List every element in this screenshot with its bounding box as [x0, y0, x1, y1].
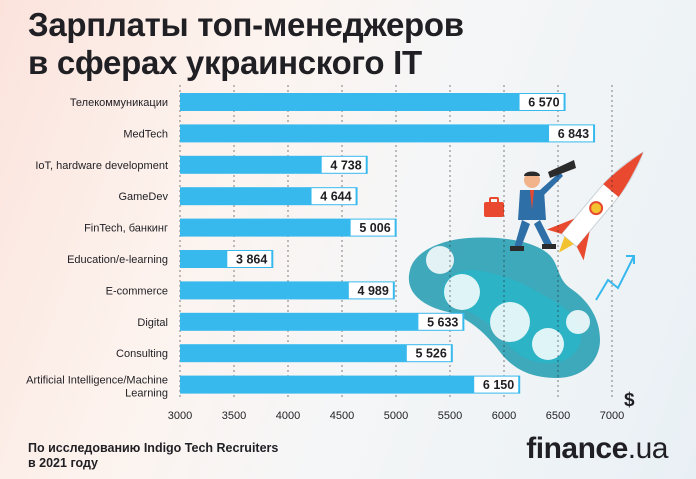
- value-label-box: [311, 188, 356, 205]
- category-label: Consulting: [116, 348, 168, 360]
- bar: [180, 218, 397, 237]
- briefcase-icon: [484, 197, 504, 217]
- category-label: Digital: [137, 317, 168, 329]
- x-tick-label: 4500: [330, 410, 354, 422]
- finance-ua-logo: finance.ua: [526, 432, 668, 466]
- source-footnote: По исследованию Indigo Tech Recruiters в…: [28, 441, 278, 471]
- value-label: 5 633: [427, 315, 458, 329]
- bar: [180, 312, 465, 331]
- value-label-box: [549, 125, 594, 142]
- x-tick-label: 7000: [600, 410, 624, 422]
- value-label-box: [227, 251, 272, 267]
- source-line-1: По исследованию Indigo Tech Recruiters: [28, 441, 279, 455]
- category-label: E-commerce: [106, 285, 168, 297]
- category-label: GameDev: [118, 191, 168, 203]
- businessman-with-telescope: [510, 160, 576, 251]
- value-label: 4 989: [358, 284, 389, 298]
- smoke-plume: [408, 237, 600, 378]
- value-label: 5 006: [359, 221, 390, 235]
- value-label: 6 570: [528, 96, 559, 110]
- bar: [180, 281, 395, 300]
- category-label: IoT, hardware development: [35, 160, 168, 172]
- bar: [180, 155, 368, 174]
- value-label: 3 864: [236, 253, 267, 267]
- rocket-icon: [546, 151, 644, 261]
- value-label-box: [321, 156, 366, 173]
- category-label: MedTech: [123, 128, 168, 140]
- value-label-box: [348, 282, 393, 299]
- value-label-box: [406, 345, 451, 362]
- x-axis-unit: $: [624, 390, 635, 411]
- value-label-box: [474, 376, 519, 393]
- growth-arrow-icon: [595, 255, 635, 301]
- logo-tld: .ua: [627, 432, 669, 465]
- bar: [180, 375, 521, 394]
- value-label: 4 644: [320, 190, 351, 204]
- bars: [180, 93, 596, 394]
- value-label-box: [519, 94, 564, 110]
- category-label: Education/e-learning: [67, 254, 168, 266]
- value-label: 4 738: [330, 158, 361, 172]
- logo-name: finance: [526, 432, 628, 465]
- category-label: Artificial Intelligence/Machine Learning: [26, 375, 168, 400]
- x-tick-label: 6000: [492, 410, 516, 422]
- x-tick-label: 5500: [438, 410, 462, 422]
- chart-title: Зарплаты топ-менеджеров в сферах украинс…: [28, 6, 464, 82]
- x-axis-tick-labels: 3000 3500 4000 4500 5000 5500 6000 6500 7000: [168, 410, 624, 422]
- category-labels: Телекоммуникации MedTech IoT, hardware dev…: [26, 97, 168, 400]
- illustration: [408, 151, 644, 378]
- value-label-box: [350, 219, 395, 236]
- value-label: 6 843: [558, 127, 589, 141]
- bar: [180, 344, 453, 363]
- category-label: FinTech, банкинг: [84, 223, 168, 235]
- x-tick-label: 3500: [222, 410, 246, 422]
- value-label: 6 150: [483, 378, 514, 392]
- chart-title-line-2: в сферах украинского IT: [28, 44, 422, 81]
- value-label: 5 526: [416, 347, 447, 361]
- bar: [180, 124, 596, 143]
- bar: [180, 93, 566, 111]
- source-line-2: в 2021 году: [28, 456, 98, 470]
- x-tick-label: 3000: [168, 410, 192, 422]
- value-label-box: [418, 313, 463, 330]
- value-labels: 6 570 6 843 4 738 4 644 5 006 3 864 4 989 5 633…: [227, 94, 594, 393]
- x-tick-label: 6500: [546, 410, 570, 422]
- category-label: Телекоммуникации: [70, 97, 168, 109]
- x-tick-label: 4000: [276, 410, 300, 422]
- chart-title-line-1: Зарплаты топ-менеджеров: [28, 6, 464, 43]
- x-tick-label: 5000: [384, 410, 408, 422]
